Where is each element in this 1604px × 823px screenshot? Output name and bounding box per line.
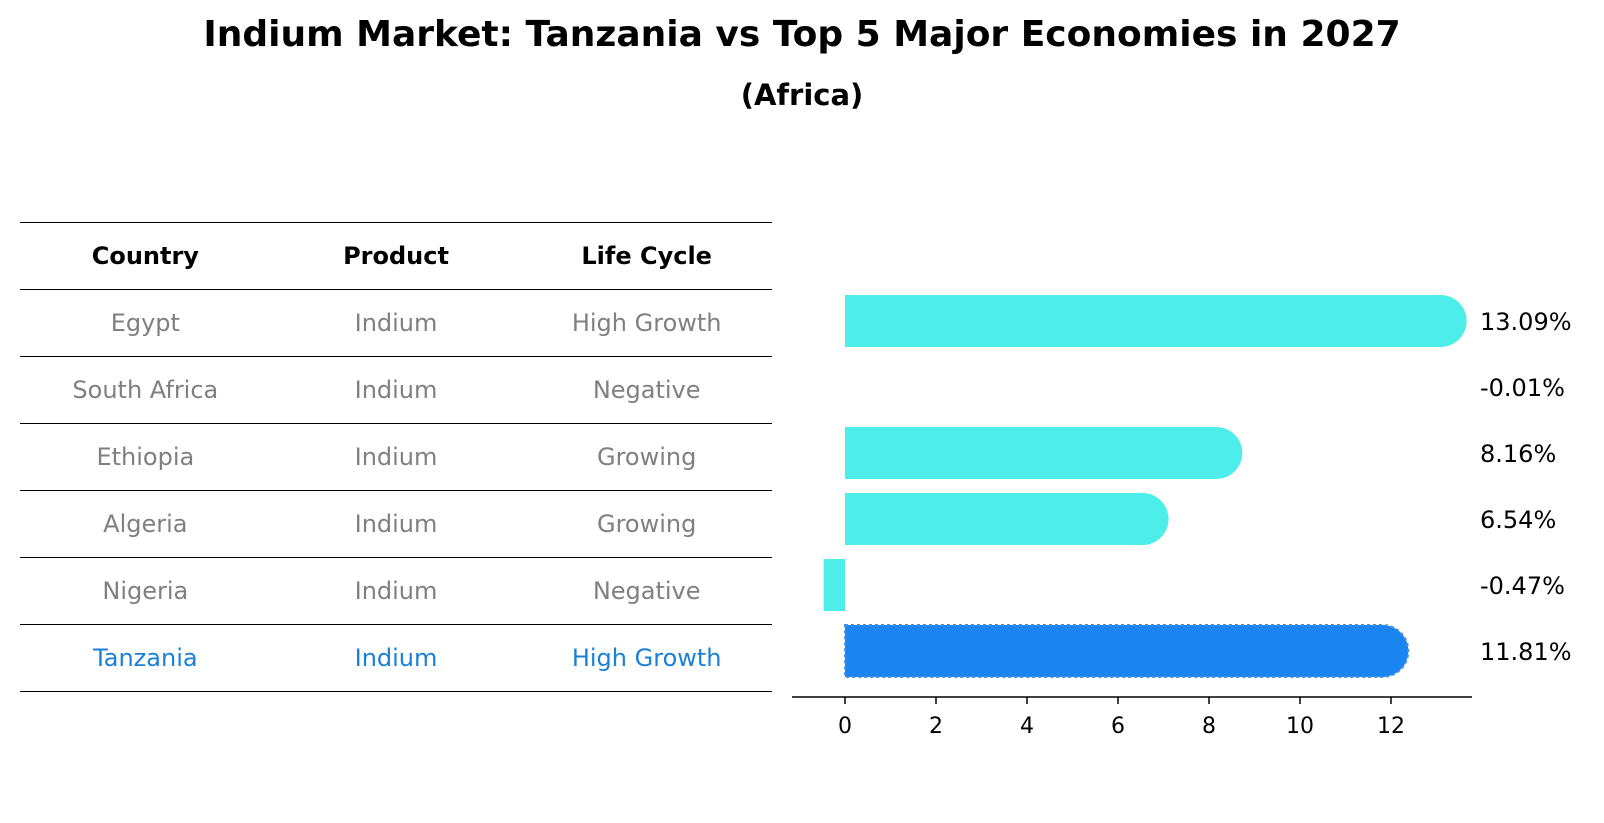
table-header-row: Country Product Life Cycle bbox=[20, 222, 772, 289]
product-cell: Indium bbox=[354, 443, 438, 471]
country-cell: Ethiopia bbox=[96, 443, 195, 471]
table-row: South Africa Indium Negative bbox=[20, 356, 772, 423]
x-tick-label: 8 bbox=[1202, 714, 1216, 739]
life-cycle-cell: Growing bbox=[596, 443, 697, 471]
x-tick-label: 0 bbox=[838, 714, 852, 739]
life-cycle-table: Country Product Life Cycle Egypt Indium … bbox=[20, 222, 772, 692]
product-cell: Indium bbox=[354, 577, 438, 605]
table-row-highlighted: Tanzania Indium High Growth bbox=[20, 624, 772, 692]
table-row: Ethiopia Indium Growing bbox=[20, 423, 772, 490]
product-cell: Indium bbox=[354, 309, 438, 337]
table-row: Algeria Indium Growing bbox=[20, 490, 772, 557]
life-cycle-cell: High Growth bbox=[571, 309, 722, 337]
table-row: Nigeria Indium Negative bbox=[20, 557, 772, 624]
value-label-tanzania: 11.81% bbox=[1480, 638, 1572, 666]
column-header-country: Country bbox=[91, 242, 199, 270]
product-cell: Indium bbox=[354, 376, 438, 404]
column-header-product: Product bbox=[343, 242, 449, 270]
chart-subtitle: (Africa) bbox=[740, 78, 864, 112]
x-tick-label: 2 bbox=[929, 714, 943, 739]
country-cell: South Africa bbox=[72, 376, 219, 404]
life-cycle-cell: Negative bbox=[592, 577, 701, 605]
chart-title: Indium Market: Tanzania vs Top 5 Major E… bbox=[203, 14, 1401, 55]
bar-egypt bbox=[845, 295, 1467, 347]
table-row: Egypt Indium High Growth bbox=[20, 289, 772, 356]
country-cell: Tanzania bbox=[93, 644, 198, 672]
country-cell: Algeria bbox=[103, 510, 188, 538]
value-label-egypt: 13.09% bbox=[1480, 308, 1572, 336]
country-cell: Nigeria bbox=[102, 577, 189, 605]
value-label-algeria: 6.54% bbox=[1480, 506, 1556, 534]
value-label-nigeria: -0.47% bbox=[1480, 572, 1565, 600]
product-cell: Indium bbox=[354, 644, 438, 672]
life-cycle-cell: Growing bbox=[596, 510, 697, 538]
country-cell: Egypt bbox=[110, 309, 180, 337]
x-tick-label: 10 bbox=[1286, 714, 1314, 739]
x-tick-label: 4 bbox=[1020, 714, 1034, 739]
bar-algeria bbox=[845, 493, 1169, 545]
life-cycle-cell: Negative bbox=[592, 376, 701, 404]
bar-ethiopia bbox=[845, 427, 1243, 479]
bar-nigeria bbox=[823, 559, 845, 611]
product-cell: Indium bbox=[354, 510, 438, 538]
value-label-south-africa: -0.01% bbox=[1480, 374, 1565, 402]
life-cycle-cell: High Growth bbox=[571, 644, 722, 672]
x-tick-label: 6 bbox=[1111, 714, 1125, 739]
column-header-life-cycle: Life Cycle bbox=[581, 242, 712, 270]
x-tick-label: 12 bbox=[1377, 714, 1405, 739]
value-label-ethiopia: 8.16% bbox=[1480, 440, 1556, 468]
bar-tanzania bbox=[844, 624, 1410, 678]
